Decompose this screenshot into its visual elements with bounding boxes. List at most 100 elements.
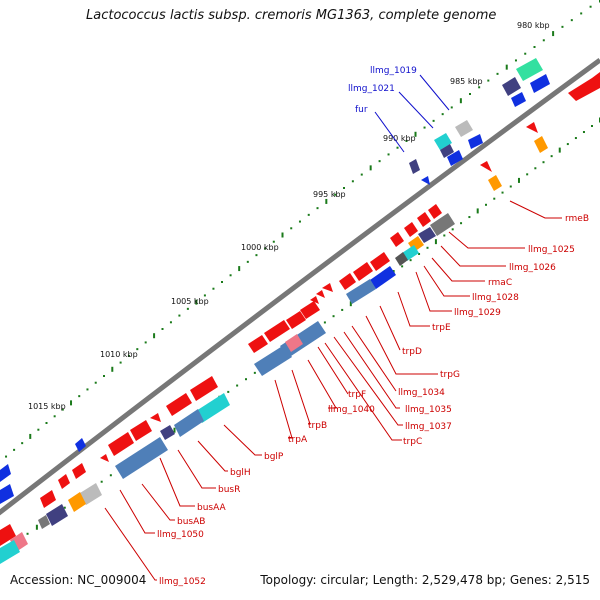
tick-mark — [450, 106, 453, 109]
tick-mark — [13, 448, 16, 451]
gene-feature — [455, 120, 473, 137]
tick-mark — [94, 381, 97, 384]
tick-mark — [227, 390, 230, 393]
gene-feature — [417, 212, 431, 227]
tick-mark — [238, 266, 241, 272]
tick-mark — [570, 19, 573, 22]
gene-feature — [534, 136, 548, 153]
tick-mark — [460, 222, 463, 225]
gene-feature — [196, 393, 230, 423]
gene-feature — [130, 420, 152, 441]
gene-label-bglH: bglH — [230, 468, 251, 478]
gene-label-llmg_1026: llmg_1026 — [509, 263, 556, 273]
tick-mark — [360, 173, 363, 176]
tick-mark — [566, 143, 569, 146]
tick-mark — [409, 259, 412, 262]
tick-mark — [476, 208, 479, 214]
gene-feature — [310, 296, 319, 304]
tick-mark — [343, 187, 345, 189]
gene-feature — [421, 176, 430, 185]
gene-label-llmg_1034: llmg_1034 — [398, 388, 445, 398]
tick-mark — [580, 12, 583, 15]
tick-mark — [505, 64, 508, 70]
tick-mark — [103, 375, 105, 377]
gene-label-busR: busR — [218, 485, 240, 495]
tick-mark — [70, 400, 73, 406]
gene-label-llmg_1019: llmg_1019 — [370, 66, 417, 76]
gene-feature — [286, 311, 306, 329]
tick-mark — [493, 197, 496, 200]
tick-mark — [45, 422, 48, 424]
gene-feature — [285, 334, 303, 352]
gene-feature — [264, 320, 290, 342]
tick-mark — [524, 52, 527, 55]
gene-label-rmaC: rmaC — [488, 278, 512, 288]
tick-mark — [469, 93, 471, 95]
kbp-label-995: 995 kbp — [313, 190, 346, 199]
tick-mark — [414, 131, 417, 137]
tick-mark — [127, 354, 130, 357]
tick-mark — [589, 5, 592, 8]
tick-mark — [35, 524, 38, 530]
gene-feature — [316, 290, 325, 298]
tick-mark — [153, 333, 156, 339]
gene-feature — [395, 252, 408, 266]
outer-strand-genes — [0, 58, 600, 504]
tick-mark — [534, 167, 537, 170]
tick-mark — [426, 246, 429, 249]
kbp-label-980: 980 kbp — [517, 21, 550, 30]
tick-mark — [401, 265, 404, 268]
gene-feature — [353, 262, 373, 281]
gene-feature — [516, 58, 543, 81]
tick-mark — [478, 86, 481, 89]
gene-label-bglP: bglP — [264, 452, 284, 462]
tick-mark — [212, 287, 215, 290]
tick-mark — [236, 384, 239, 387]
tick-mark — [37, 428, 40, 431]
gene-feature — [390, 232, 404, 247]
tick-mark — [203, 294, 206, 297]
gene-feature — [434, 133, 452, 150]
gene-label-trpG: trpG — [440, 370, 460, 380]
gene-feature — [511, 92, 526, 107]
gene-feature — [166, 393, 192, 416]
gene-label-llmg_1028: llmg_1028 — [472, 293, 519, 303]
tick-mark — [245, 378, 247, 381]
gene-feature — [530, 74, 550, 93]
gene-feature — [40, 490, 56, 508]
gene-feature — [402, 245, 419, 261]
tick-mark — [561, 25, 564, 28]
tick-mark — [119, 361, 122, 364]
tick-mark — [558, 147, 561, 153]
gene-feature — [568, 72, 600, 101]
gene-label-busAA: busAA — [197, 503, 227, 513]
gene-feature — [409, 159, 420, 174]
gene-feature — [38, 515, 50, 529]
gene-label-llmg_1029: llmg_1029 — [454, 308, 501, 318]
tick-mark — [186, 307, 189, 310]
bottom-leader-lines — [104, 200, 562, 581]
gene-label-llmg_1037: llmg_1037 — [405, 422, 452, 432]
tick-mark — [253, 371, 256, 374]
kbp-label-1000: 1000 kbp — [241, 243, 279, 252]
tick-mark — [5, 455, 8, 458]
gene-feature — [480, 161, 492, 172]
gene-label-trpE: trpE — [432, 323, 451, 333]
tick-mark — [378, 160, 381, 163]
gene-feature — [404, 222, 418, 237]
tick-mark — [582, 131, 585, 134]
gene-feature — [0, 464, 11, 482]
gene-label-trpA: trpA — [288, 435, 308, 445]
tick-mark — [432, 119, 435, 122]
gene-feature — [190, 376, 218, 401]
tick-mark — [290, 227, 293, 230]
gene-feature — [370, 252, 390, 271]
gene-feature — [339, 273, 356, 290]
tick-mark — [387, 153, 390, 156]
tick-mark — [349, 301, 352, 307]
gene-feature — [80, 483, 102, 505]
gene-feature — [418, 227, 436, 243]
tick-mark — [246, 260, 249, 263]
gene-feature — [46, 504, 68, 526]
